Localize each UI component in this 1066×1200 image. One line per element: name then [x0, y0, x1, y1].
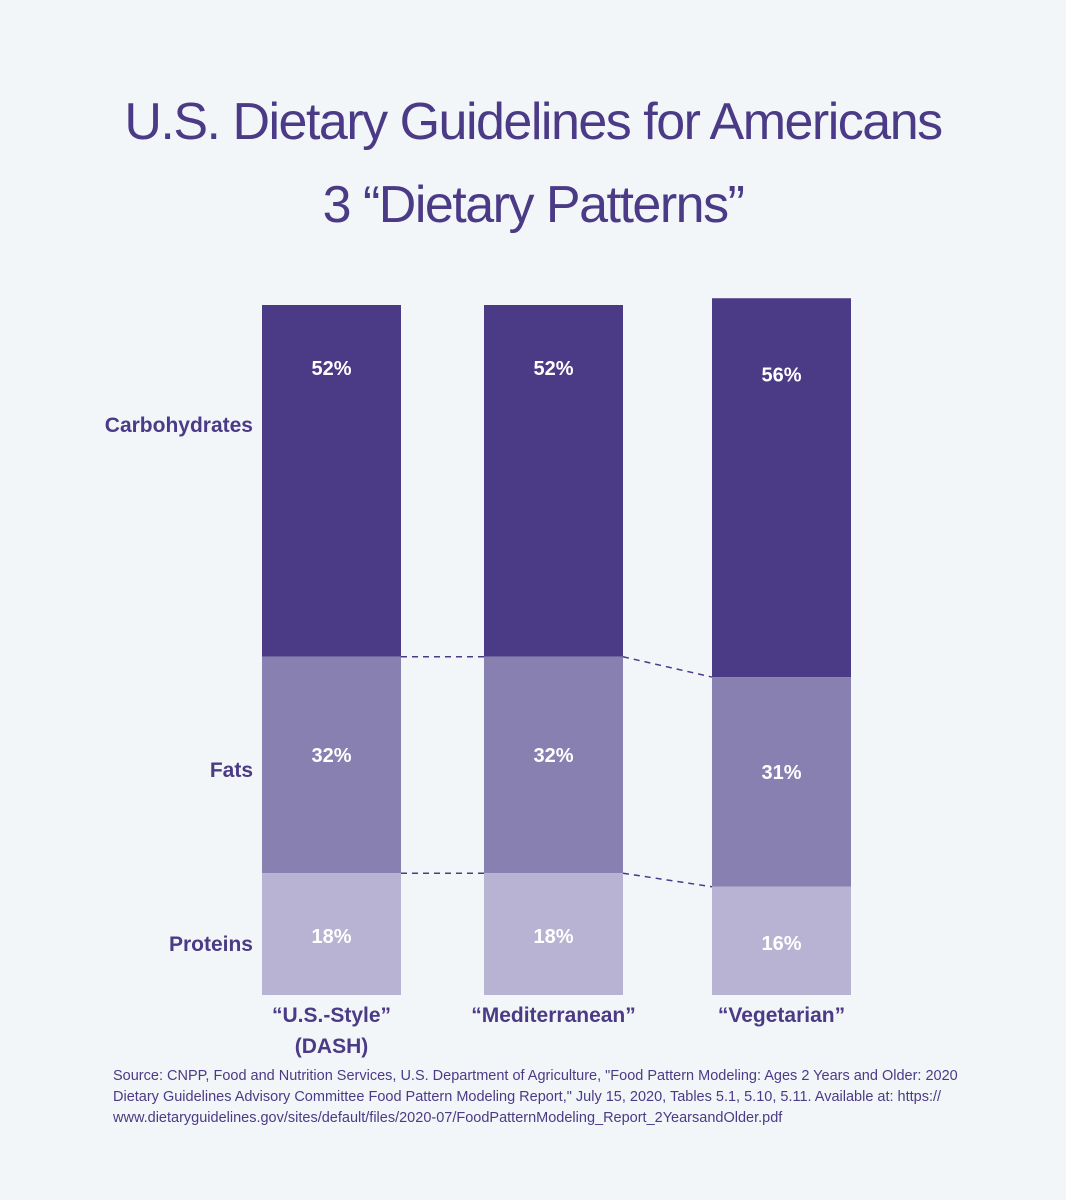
chart-title-line-2: 3 “Dietary Patterns”: [322, 176, 745, 234]
bar-2-proteins: [484, 873, 623, 995]
category-label-1-line-2: (DASH): [295, 1035, 369, 1058]
value-label-3-proteins: 16%: [761, 933, 801, 955]
value-label-1-proteins: 18%: [311, 926, 351, 948]
value-label-2-carbohydrates: 52%: [533, 358, 573, 380]
bar-2-carbohydrates: [484, 305, 623, 657]
series-label-fats: Fats: [210, 759, 253, 782]
connector-2-proteins: [622, 872, 713, 888]
value-label-3-fats: 31%: [761, 762, 801, 784]
value-label-1-fats: 32%: [311, 745, 351, 767]
connector-2-fats: [622, 656, 713, 678]
series-label-proteins: Proteins: [169, 933, 253, 956]
value-label-3-carbohydrates: 56%: [761, 365, 801, 387]
series-label-carbohydrates: Carbohydrates: [105, 414, 253, 437]
category-label-1: “U.S.-Style”: [272, 1004, 391, 1027]
category-label-3: “Vegetarian”: [718, 1004, 845, 1027]
bar-2-fats: [484, 656, 623, 874]
bar-1-fats: [262, 656, 401, 874]
stacked-bar-chart: 52% 32% 18% “U.S.-Style” (DASH) 52% 32% 18% “Med…: [105, 298, 851, 1058]
value-label-2-fats: 32%: [533, 745, 573, 767]
bar-3-carbohydrates: [712, 298, 851, 678]
bar-3-fats: [712, 677, 851, 887]
value-label-2-proteins: 18%: [533, 926, 573, 948]
bar-3-proteins: [712, 886, 851, 995]
category-label-2: “Mediterranean”: [471, 1004, 636, 1027]
chart-title-line-1: U.S. Dietary Guidelines for Americans: [124, 93, 943, 151]
bar-1-carbohydrates: [262, 305, 401, 657]
value-label-1-carbohydrates: 52%: [311, 358, 351, 380]
bar-1-proteins: [262, 873, 401, 995]
source-note: Source: CNPP, Food and Nutrition Service…: [113, 1068, 958, 1126]
